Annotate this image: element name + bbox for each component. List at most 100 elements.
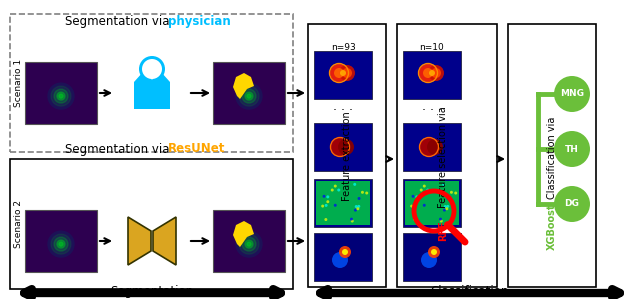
Polygon shape <box>134 72 170 109</box>
Circle shape <box>54 89 68 103</box>
Circle shape <box>419 64 437 82</box>
Text: Scenario 2: Scenario 2 <box>14 200 23 248</box>
Circle shape <box>339 65 355 81</box>
Bar <box>314 233 372 281</box>
Circle shape <box>334 204 337 207</box>
Circle shape <box>415 195 419 198</box>
Circle shape <box>426 189 429 192</box>
Circle shape <box>330 64 348 82</box>
Circle shape <box>429 70 435 76</box>
Bar <box>403 51 461 99</box>
Circle shape <box>321 205 324 208</box>
Circle shape <box>442 183 445 186</box>
Text: · · ·: · · · <box>422 104 442 118</box>
Circle shape <box>338 139 354 155</box>
Bar <box>315 234 371 280</box>
Bar <box>397 24 497 287</box>
Bar <box>314 123 372 171</box>
Circle shape <box>334 184 337 187</box>
Circle shape <box>427 139 443 155</box>
Circle shape <box>413 218 417 221</box>
Circle shape <box>334 68 344 78</box>
Circle shape <box>444 205 447 208</box>
Bar <box>213 210 285 272</box>
Circle shape <box>323 195 326 198</box>
Circle shape <box>431 68 441 78</box>
Circle shape <box>410 205 413 208</box>
Circle shape <box>245 240 253 248</box>
Bar <box>508 24 596 287</box>
Circle shape <box>324 218 327 221</box>
Circle shape <box>443 209 446 212</box>
Circle shape <box>239 234 259 254</box>
Bar <box>25 210 97 272</box>
Circle shape <box>331 189 333 192</box>
Circle shape <box>440 219 443 222</box>
Text: TH: TH <box>565 144 579 153</box>
Circle shape <box>326 200 330 203</box>
Circle shape <box>342 68 352 78</box>
Circle shape <box>340 70 346 76</box>
Text: · · ·: · · · <box>333 104 353 118</box>
Circle shape <box>247 94 251 98</box>
Circle shape <box>413 204 417 207</box>
Circle shape <box>331 138 349 156</box>
Circle shape <box>361 191 364 194</box>
Text: Scenario 1: Scenario 1 <box>14 59 23 107</box>
Circle shape <box>428 65 444 81</box>
Circle shape <box>139 56 165 82</box>
Circle shape <box>59 242 63 246</box>
Circle shape <box>356 207 359 210</box>
Text: physician: physician <box>168 14 231 28</box>
Circle shape <box>420 138 438 156</box>
Bar <box>404 234 460 280</box>
Polygon shape <box>153 217 176 265</box>
Circle shape <box>350 218 353 221</box>
Circle shape <box>450 191 453 194</box>
Text: ResUNet: ResUNet <box>168 143 225 155</box>
Circle shape <box>446 205 449 208</box>
Circle shape <box>354 209 357 212</box>
Polygon shape <box>148 72 156 80</box>
Circle shape <box>420 189 423 192</box>
Circle shape <box>339 246 351 258</box>
Circle shape <box>554 76 590 112</box>
Bar <box>316 181 370 225</box>
Circle shape <box>59 94 63 98</box>
Text: RFE: RFE <box>438 221 448 241</box>
Circle shape <box>423 68 433 78</box>
Bar <box>403 233 461 281</box>
Wedge shape <box>47 231 75 258</box>
Bar <box>213 62 285 124</box>
Bar <box>403 123 461 171</box>
Text: MNG: MNG <box>560 89 584 98</box>
Bar <box>314 179 372 227</box>
Circle shape <box>431 249 437 255</box>
Circle shape <box>428 246 440 258</box>
Bar <box>314 51 372 99</box>
Polygon shape <box>233 73 254 99</box>
Text: Classification via: Classification via <box>547 113 557 199</box>
Bar <box>403 179 461 227</box>
Circle shape <box>445 207 449 210</box>
Wedge shape <box>47 83 75 110</box>
Circle shape <box>150 95 154 99</box>
Circle shape <box>332 252 348 268</box>
Circle shape <box>51 234 71 254</box>
Circle shape <box>554 186 590 222</box>
Circle shape <box>439 218 442 221</box>
Text: Segmentation: Segmentation <box>111 285 193 298</box>
Text: Classification: Classification <box>431 285 509 298</box>
Circle shape <box>57 92 65 100</box>
Circle shape <box>447 197 449 200</box>
Circle shape <box>324 204 328 207</box>
Wedge shape <box>236 231 262 258</box>
Polygon shape <box>128 217 151 265</box>
Circle shape <box>357 205 360 208</box>
Circle shape <box>358 197 360 200</box>
Bar <box>25 62 97 124</box>
Polygon shape <box>233 221 254 247</box>
Circle shape <box>353 183 356 186</box>
Text: XGBoost: XGBoost <box>547 204 557 250</box>
Circle shape <box>554 131 590 167</box>
